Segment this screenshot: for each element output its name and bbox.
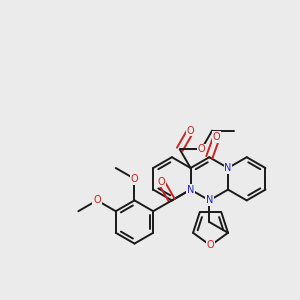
Text: O: O [187, 126, 194, 136]
Text: O: O [93, 195, 101, 206]
Text: O: O [207, 241, 214, 250]
Text: O: O [213, 132, 220, 142]
Text: O: O [198, 144, 205, 154]
Text: N: N [206, 195, 213, 206]
Text: O: O [131, 174, 138, 184]
Text: N: N [187, 184, 194, 195]
Text: O: O [157, 177, 165, 187]
Text: N: N [224, 163, 232, 173]
